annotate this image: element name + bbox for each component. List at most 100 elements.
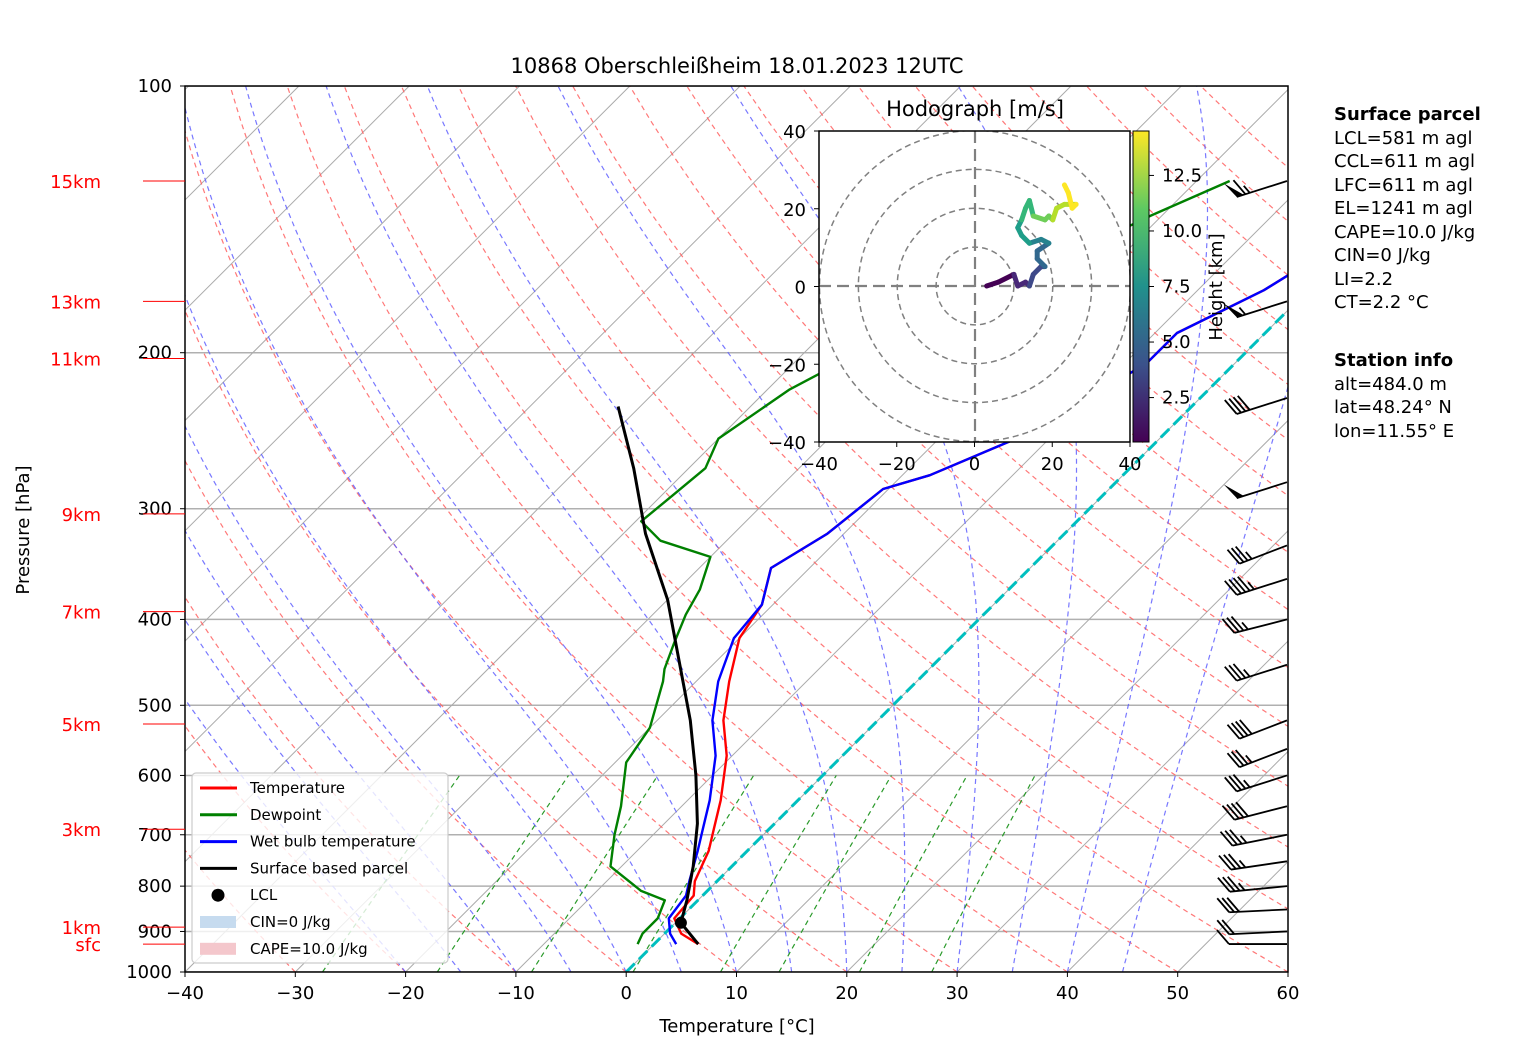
hodograph-y-tick: −20 (768, 355, 806, 376)
colorbar-tick: 10.0 (1162, 221, 1202, 242)
isotherm (956, 640, 1288, 972)
moist-adiabat (185, 105, 682, 972)
dry-adiabat (185, 308, 737, 972)
x-tick-label: −30 (276, 983, 314, 1004)
isotherm (736, 419, 1288, 972)
hodograph-x-tick: −20 (878, 454, 916, 475)
wind-barb (1218, 853, 1288, 871)
moist-adiabat (1066, 86, 1209, 972)
moist-adiabat (245, 86, 738, 972)
wind-barbs (1216, 179, 1288, 945)
mixing-ratio-line (530, 775, 659, 972)
x-tick-label: 0 (620, 983, 631, 1004)
dry-adiabat (185, 128, 848, 972)
hodograph-x-tick: −40 (800, 454, 838, 475)
height-label: 5km (62, 715, 101, 736)
legend-label: Dewpoint (250, 806, 321, 824)
y-tick-label: 1000 (126, 962, 172, 983)
dry-adiabat (185, 459, 627, 972)
colorbar-tick: 7.5 (1162, 277, 1191, 298)
x-tick-label: −10 (497, 983, 535, 1004)
height-label: 11km (50, 349, 101, 370)
wind-barb (1226, 544, 1288, 565)
x-tick-label: 20 (835, 983, 858, 1004)
colorbar (1132, 130, 1150, 443)
height-label: 7km (62, 603, 101, 624)
height-label: 3km (62, 820, 101, 841)
surface_parcel-line: EL=1241 m agl (1334, 198, 1473, 219)
dry-adiabat (229, 86, 958, 972)
isotherm (185, 86, 741, 642)
x-tick-label: −20 (387, 983, 425, 1004)
moist-adiabat (1121, 384, 1288, 972)
legend-entry: CAPE=10.0 J/kg (200, 940, 368, 958)
wind-barb (1224, 395, 1288, 415)
colorbar-label: Height [km] (1206, 233, 1227, 340)
y-tick-label: 800 (138, 876, 172, 897)
y-tick-label: 600 (138, 765, 172, 786)
hodograph-segment (1061, 182, 1071, 196)
surface_parcel-line: CT=2.2 °C (1334, 292, 1429, 313)
mixing-ratio-line (632, 775, 755, 972)
surface_parcel-line: LI=2.2 (1334, 268, 1394, 290)
legend: Temperature Dewpoint Wet bulb temperature S… (191, 772, 449, 964)
wind-barb (1226, 719, 1288, 740)
x-tick-label: −40 (166, 983, 204, 1004)
surface_parcel-line: CIN=0 J/kg (1334, 245, 1431, 266)
wind-barb (1219, 829, 1288, 847)
y-tick-label: 400 (138, 609, 172, 630)
legend-entry: Temperature (200, 779, 345, 797)
x-tick-label: 30 (946, 983, 969, 1004)
wind-barb (1223, 300, 1288, 319)
hodograph-segment (1026, 197, 1036, 219)
height-label: sfc (75, 935, 101, 956)
colorbar-tick: 12.5 (1162, 165, 1202, 186)
hodograph-title: Hodograph [m/s] (886, 97, 1064, 121)
wind-barb (1221, 615, 1288, 634)
hodograph-x-tick: 20 (1041, 454, 1064, 475)
height-label: 9km (62, 505, 101, 526)
isotherm (1067, 750, 1288, 972)
wind-barb (1226, 748, 1288, 769)
x-axis-label: Temperature [°C] (658, 1016, 814, 1037)
x-tick-label: 40 (1056, 983, 1079, 1004)
legend-label: LCL (250, 886, 278, 904)
surface-parcel-title: Surface parcel (1334, 104, 1481, 125)
mixing-ratio-line (719, 775, 837, 972)
chart-title: 10868 Oberschleißheim 18.01.2023 12UTC (511, 54, 964, 78)
moist-adiabat (957, 86, 1078, 972)
mixing-ratio-line (931, 775, 1036, 972)
height-label: 13km (50, 292, 101, 313)
legend-entry: Dewpoint (200, 806, 321, 824)
surface_parcel-line: LFC=611 m agl (1334, 174, 1473, 196)
dry-adiabat (400, 86, 1288, 972)
dry-adiabat (286, 86, 1068, 972)
y-tick-label: 700 (138, 825, 172, 846)
legend-entry: LCL (211, 886, 278, 904)
wind-barb (1223, 481, 1288, 499)
dry-adiabat (857, 86, 1288, 497)
legend-label: Temperature (249, 779, 345, 797)
x-tick-label: 10 (725, 983, 748, 1004)
hodograph-x-tick: 40 (1119, 454, 1142, 475)
wind-barb (1224, 774, 1288, 793)
legend-entry: CIN=0 J/kg (200, 913, 331, 931)
x-tick-label: 60 (1277, 983, 1300, 1004)
legend-label: CAPE=10.0 J/kg (250, 940, 368, 958)
hodograph-y-tick: 40 (783, 122, 806, 143)
hodograph-y-tick: 0 (795, 278, 806, 299)
moist-adiabat (185, 618, 462, 972)
moist-adiabat (325, 86, 793, 972)
legend-label: Wet bulb temperature (250, 833, 416, 851)
axes: −40 −30 −20 −10 0 10 20 30 40 50 60100200300400500… (50, 76, 1299, 1004)
series-surface-based-parcel (616, 406, 700, 946)
wind-barb (1216, 929, 1287, 945)
isotherm (185, 86, 631, 532)
y-axis-label: Pressure [hPa] (13, 465, 34, 594)
moist-adiabat (426, 86, 848, 972)
hodograph-y-tick: −40 (768, 433, 806, 454)
hodograph: Hodograph [m/s] −40 −20 0 20 40 −40 −20 0 20 40 2.5… (768, 97, 1227, 475)
hodograph-segment (995, 271, 1017, 285)
